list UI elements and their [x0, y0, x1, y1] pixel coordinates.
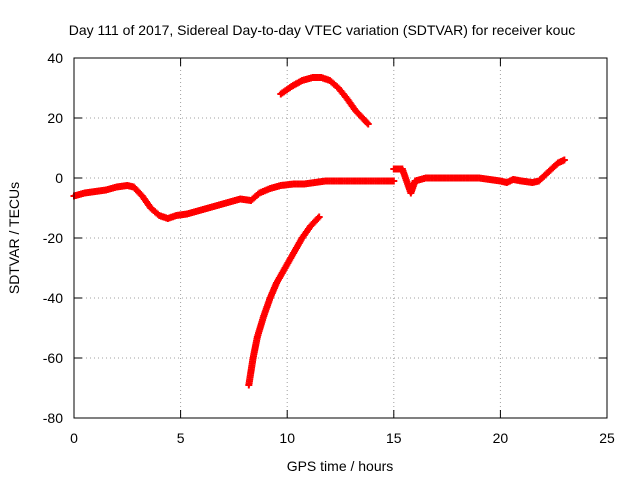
- data-point: [364, 120, 372, 128]
- series-main-trace: [70, 177, 398, 222]
- x-tick-label: 5: [177, 430, 185, 446]
- data-point: [560, 156, 568, 164]
- x-tick-label: 10: [279, 430, 295, 446]
- y-tick-label: -20: [43, 230, 63, 246]
- y-tick-label: -80: [43, 410, 63, 426]
- grid: [74, 58, 607, 418]
- y-tick-label: -60: [43, 350, 63, 366]
- axis-ticks: 0 5 10 15 20 25 -80 -60 -40 -20 0 20 40: [43, 50, 615, 446]
- y-axis-label: SDTVAR / TECUs: [6, 182, 22, 294]
- series-upper-arc: [277, 74, 372, 128]
- x-tick-label: 0: [70, 430, 78, 446]
- series-right-segment: [390, 156, 568, 197]
- x-axis-label: GPS time / hours: [287, 458, 394, 474]
- data-point: [314, 214, 322, 222]
- y-tick-label: -40: [43, 290, 63, 306]
- x-tick-label: 15: [386, 430, 402, 446]
- data-point: [390, 177, 398, 185]
- y-tick-label: 0: [55, 170, 63, 186]
- data-point: [315, 213, 323, 221]
- x-tick-label: 25: [599, 430, 615, 446]
- x-tick-label: 20: [493, 430, 509, 446]
- data-series: [70, 74, 568, 389]
- plot-frame: [73, 57, 608, 419]
- y-tick-label: 20: [47, 110, 63, 126]
- chart-title: Day 111 of 2017, Sidereal Day-to-day VTE…: [69, 22, 576, 38]
- y-tick-label: 40: [47, 50, 63, 66]
- series-lower-curve: [245, 213, 323, 389]
- data-point: [363, 119, 371, 127]
